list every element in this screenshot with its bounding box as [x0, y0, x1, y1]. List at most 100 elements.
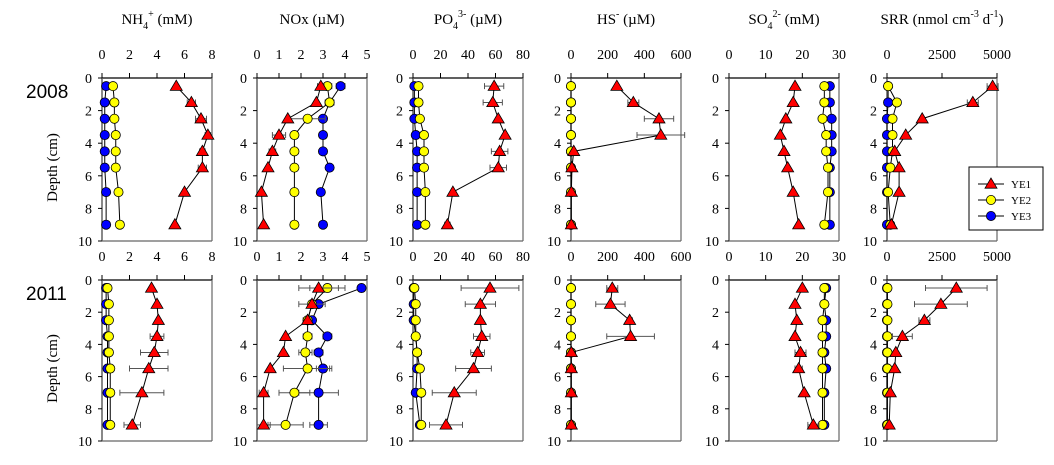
data-point-YE1: [791, 217, 806, 230]
y-tick-label: 6: [396, 170, 403, 185]
x-tick-label: 2: [126, 48, 133, 63]
panel-2-2011: 0 20 40 60 80 0 2 4 6 8 10: [389, 250, 530, 450]
data-point-YE1: [795, 281, 810, 293]
y-tick-label: 10: [233, 435, 247, 450]
data-point-YE3: [313, 419, 324, 430]
x-tick-label: 600: [671, 250, 692, 265]
data-point-YE1: [934, 297, 948, 309]
y-tick-label: 2: [554, 306, 561, 321]
data-point-YE1: [564, 217, 579, 230]
x-tick-label: 10: [759, 250, 773, 265]
y-axis-label: Depth (cm): [45, 133, 61, 202]
data-point-YE1: [491, 160, 505, 173]
data-point-YE2: [416, 387, 427, 398]
data-point-YE3: [356, 283, 367, 294]
x-tick-label: 0: [99, 250, 106, 265]
data-point-YE2: [289, 187, 300, 198]
data-point-YE2: [110, 130, 121, 141]
y-tick-label: 4: [240, 338, 247, 353]
data-point-YE1: [151, 313, 166, 325]
data-point-YE2: [109, 113, 120, 124]
data-point-YE1: [125, 418, 139, 430]
data-point-YE2: [105, 387, 116, 398]
data-point-YE2: [819, 219, 830, 230]
panel-title: SRR (nmol cm-3 d-1): [881, 9, 1004, 28]
y-tick-label: 6: [85, 170, 92, 185]
data-point-YE1: [622, 313, 637, 325]
data-point-YE2: [566, 130, 577, 141]
x-tick-label: 80: [516, 48, 530, 63]
data-point-YE2: [887, 130, 898, 141]
data-point-YE1: [168, 217, 182, 230]
x-tick-label: 4: [342, 48, 349, 63]
data-point-YE1: [263, 361, 277, 374]
y-tick-label: 4: [870, 338, 877, 353]
x-tick-label: 0: [99, 48, 106, 63]
data-point-YE1: [915, 111, 929, 124]
data-point-YE1: [272, 128, 286, 140]
data-point-YE1: [491, 111, 505, 124]
data-point-YE1: [806, 418, 821, 430]
data-point-YE1: [135, 385, 149, 398]
data-point-YE1: [142, 361, 156, 374]
data-point-YE1: [779, 111, 793, 124]
x-tick-label: 80: [516, 250, 530, 265]
data-point-YE3: [99, 130, 110, 141]
legend-marker: [986, 210, 997, 221]
data-point-YE3: [317, 219, 328, 230]
data-point-YE2: [410, 331, 421, 342]
data-point-YE2: [418, 146, 429, 157]
data-point-YE3: [317, 146, 328, 157]
data-point-YE2: [300, 347, 311, 358]
panel-4-2008: 0 10 20 30 0 2 4 6 8 10: [705, 48, 846, 250]
data-point-YE2: [414, 363, 425, 374]
data-point-YE1: [492, 144, 507, 156]
y-tick-label: 8: [240, 202, 247, 217]
x-tick-label: 40: [461, 48, 475, 63]
y-tick-label: 10: [389, 435, 403, 450]
y-tick-label: 8: [396, 403, 403, 418]
data-point-YE1: [195, 144, 210, 156]
data-point-YE3: [324, 162, 335, 173]
x-tick-label: 5: [364, 48, 371, 63]
y-tick-label: 6: [240, 371, 247, 386]
data-point-YE1: [447, 385, 461, 398]
data-point-YE1: [440, 217, 455, 230]
legend-marker: [984, 177, 998, 189]
data-point-YE1: [899, 128, 913, 140]
data-point-YE2: [817, 347, 828, 358]
data-point-YE2: [289, 387, 300, 398]
data-point-YE1: [780, 160, 795, 173]
x-tick-label: 0: [410, 48, 417, 63]
x-tick-label: 0: [568, 250, 575, 265]
x-tick-label: 2500: [928, 48, 956, 63]
data-point-YE2: [566, 97, 577, 108]
data-point-YE2: [302, 363, 313, 374]
data-point-YE1: [254, 185, 269, 197]
y-tick-label: 2: [85, 306, 92, 321]
panel-4-2011: 0 10 20 30 0 2 4 6 8 10: [705, 250, 846, 450]
data-point-YE1: [793, 345, 808, 358]
data-point-YE2: [418, 162, 429, 173]
data-point-YE1: [883, 385, 897, 398]
data-point-YE1: [966, 95, 980, 108]
row-year-label: 2008: [26, 82, 68, 103]
data-point-YE2: [819, 97, 830, 108]
data-point-YE2: [110, 146, 121, 157]
data-point-YE1: [786, 95, 800, 108]
y-tick-label: 0: [85, 274, 92, 289]
y-tick-label: 8: [712, 202, 719, 217]
data-point-YE1: [265, 144, 280, 156]
data-point-YE1: [788, 329, 802, 341]
data-point-YE3: [99, 146, 110, 157]
y-tick-label: 6: [870, 371, 877, 386]
y-tick-label: 0: [396, 274, 403, 289]
x-tick-label: 2: [298, 48, 305, 63]
x-tick-label: 2: [126, 250, 133, 265]
y-tick-label: 4: [712, 137, 719, 152]
y-tick-label: 0: [396, 72, 403, 87]
y-tick-label: 0: [85, 72, 92, 87]
x-tick-label: 60: [489, 48, 503, 63]
y-tick-label: 2: [396, 306, 403, 321]
